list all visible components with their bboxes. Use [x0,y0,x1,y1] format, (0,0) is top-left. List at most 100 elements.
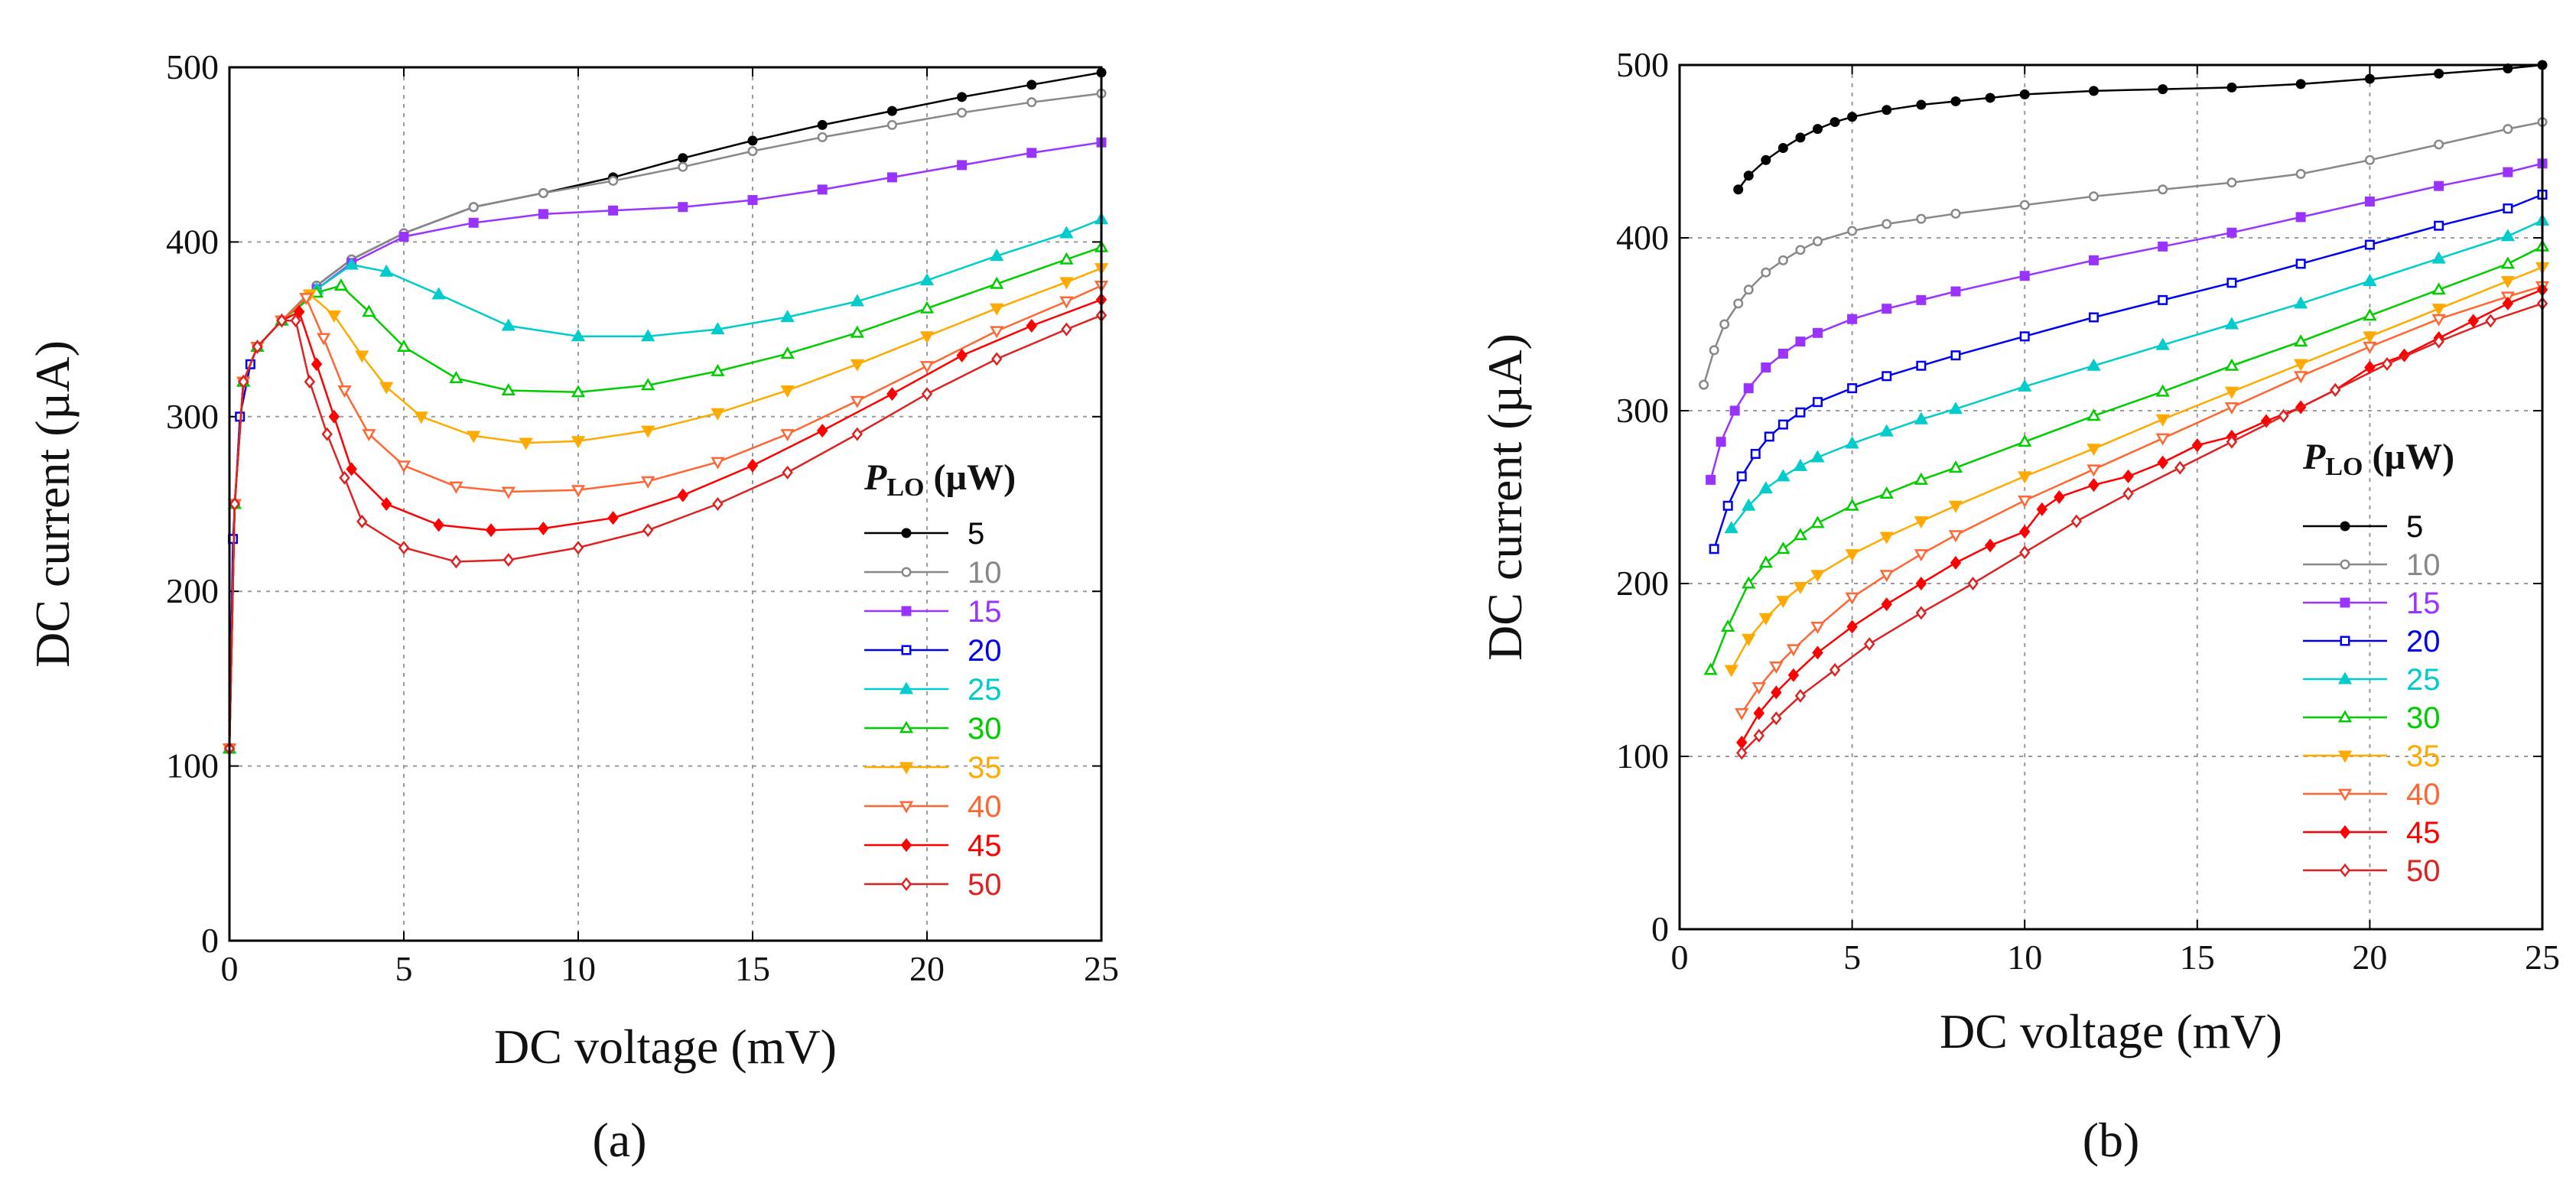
data-point [1847,112,1858,122]
axes: 0 5 10 15 20 25 0 100 200 300 400 500 [166,47,1119,988]
data-point [817,132,828,142]
data-point [851,427,864,441]
data-point [1879,424,1894,437]
data-point [2434,220,2444,231]
legend-marker [901,606,912,616]
data-point [1948,530,1963,543]
data-point [362,429,376,442]
data-point [2363,331,2377,344]
data-point [2070,514,2083,528]
x-tick-label: 15 [735,949,770,988]
legend-item-25: 25 [2303,663,2441,697]
data-point [1703,662,1718,675]
data-point [276,314,288,328]
data-point [1786,644,1801,657]
data-point [398,541,410,555]
data-point [449,481,463,494]
series-50 [223,308,1107,756]
data-point [957,92,968,102]
data-point [919,301,935,314]
x-tick-label: 0 [1671,938,1689,977]
data-point [850,359,864,372]
legend-marker [2340,597,2350,608]
data-point [747,146,758,157]
data-point [1810,450,1825,463]
y-tick-label: 300 [166,397,219,436]
data-point [780,429,795,442]
legend-label: 20 [2406,625,2441,658]
data-point [1699,379,1709,390]
data-point [1882,371,1892,382]
data-point [2155,337,2170,350]
y-tick-label: 100 [166,746,219,785]
data-point [1950,350,1961,361]
data-point [2088,255,2099,265]
legend-title-unit: (µW) [924,457,1016,498]
legend-label: 10 [2406,548,2441,582]
data-point [1736,471,1747,482]
data-point [431,287,446,300]
data-point [2054,489,2065,505]
data-point [1810,570,1825,583]
y-tick-label: 500 [166,47,219,86]
data-point [333,278,349,291]
data-point [362,304,376,317]
data-point [886,387,898,402]
legend-item-10: 10 [864,556,1002,590]
legend-item-25: 25 [864,673,1002,707]
legend-marker [2340,636,2350,646]
data-point [321,427,333,441]
legend-label: 45 [2406,816,2441,850]
data-point [344,257,359,270]
data-point [1026,319,1038,333]
y-tick-label: 0 [201,921,219,960]
data-point [1795,245,1806,255]
data-point [1729,405,1740,416]
data-point [2086,444,2101,457]
data-point [1776,596,1791,609]
data-point [1769,661,1784,674]
legend-label: 35 [2406,740,2441,773]
data-point [468,217,479,228]
legend-marker [2339,824,2351,840]
data-point [2431,314,2446,327]
legend-marker [2337,788,2353,801]
data-point [1706,474,1716,485]
data-point [782,465,793,480]
legend-label: 5 [968,517,984,551]
data-point [1761,267,1771,278]
series-15 [1706,158,2548,485]
chart-panel-b: 0 5 10 15 20 25 0 100 200 300 400 500 DC voltage (mV… [1288,0,2576,1199]
legend-marker [901,567,912,577]
y-tick-label: 400 [166,222,219,261]
data-point [1771,685,1782,700]
series-50 [1736,296,2548,760]
data-point [1764,431,1774,442]
series-line-25 [1730,219,2543,529]
data-point [1916,99,1927,110]
data-point [1948,460,1963,473]
data-point [1795,337,1806,347]
data-point [2086,358,2101,371]
data-point [2224,358,2239,371]
data-point [519,437,533,450]
data-point [2294,359,2308,372]
legend-item-45: 45 [2303,816,2441,850]
series-line-15 [1709,162,2543,480]
data-point [2295,79,2306,89]
data-point [503,553,515,567]
data-point [501,486,516,499]
series-5 [1733,60,2548,195]
data-point [1793,458,1808,471]
data-point [1778,348,1788,359]
data-point [311,357,323,372]
data-point [2226,177,2237,188]
panel-label: (a) [592,1113,646,1167]
data-point [2295,212,2306,223]
data-point [1778,142,1788,153]
data-point [2088,86,2099,96]
data-point [238,375,249,389]
data-point [2158,294,2168,305]
data-point [2431,282,2446,295]
legend-label: 10 [968,556,1002,590]
